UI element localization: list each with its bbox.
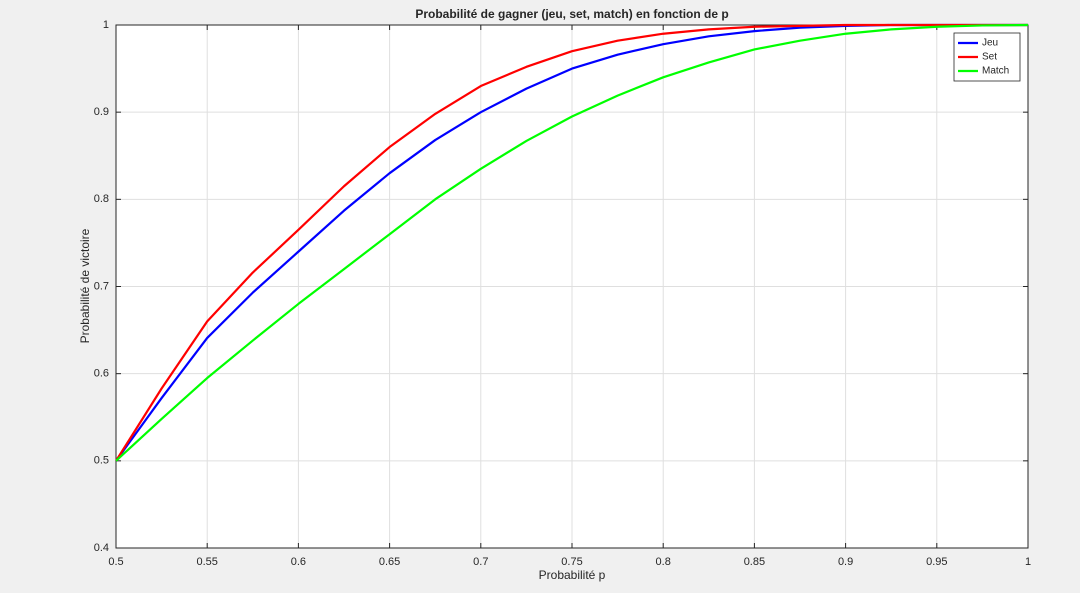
chart-title: Probabilité de gagner (jeu, set, match) …	[415, 7, 728, 21]
x-tick-label: 0.9	[838, 556, 853, 568]
y-tick-label: 0.4	[94, 542, 109, 554]
legend-label: Set	[982, 52, 997, 63]
x-tick-label: 1	[1025, 556, 1031, 568]
y-tick-label: 0.5	[94, 455, 109, 467]
x-tick-label: 0.8	[656, 556, 671, 568]
x-tick-label: 0.85	[744, 556, 765, 568]
line-series	[115, 23, 1029, 462]
axes-box	[115, 24, 1029, 549]
legend-label: Jeu	[982, 38, 998, 49]
y-tick-label: 0.7	[94, 280, 109, 292]
x-axis-label: Probabilité p	[539, 568, 606, 582]
legend-label: Match	[982, 66, 1009, 77]
line-series	[115, 23, 1028, 462]
y-tick-label: 0.6	[94, 368, 109, 380]
y-tick-label: 1	[103, 19, 109, 31]
x-tick-label: 0.95	[926, 556, 947, 568]
x-tick-label: 0.6	[291, 556, 306, 568]
x-tick-label: 0.5	[108, 556, 123, 568]
x-tick-label: 0.7	[473, 556, 488, 568]
x-tick-label: 0.65	[379, 556, 400, 568]
x-tick-label: 0.55	[196, 556, 217, 568]
y-tick-label: 0.8	[94, 193, 109, 205]
y-axis-label: Probabilité de victoire	[78, 228, 92, 343]
x-tick-label: 0.75	[561, 556, 582, 568]
y-tick-label: 0.9	[94, 106, 109, 118]
